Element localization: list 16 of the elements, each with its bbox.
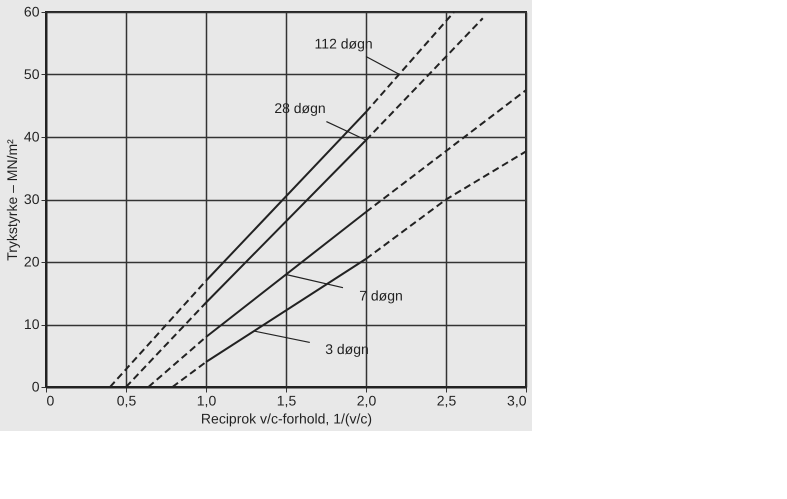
x-tick-label: 0 bbox=[46, 392, 54, 408]
x-tick-label: 2,5 bbox=[436, 392, 456, 408]
x-tick-label: 0,5 bbox=[116, 392, 136, 408]
x-axis-title: Reciprok v/c-forhold, 1/(v/c) bbox=[200, 410, 372, 426]
y-tick-label: 30 bbox=[24, 191, 40, 207]
y-tick-label: 10 bbox=[24, 316, 40, 332]
x-tick-label: 1,5 bbox=[276, 392, 296, 408]
y-tick-label: 0 bbox=[32, 378, 40, 394]
x-tick-label: 2,0 bbox=[356, 392, 376, 408]
y-tick-label: 60 bbox=[24, 4, 40, 20]
y-axis-title: Trykstyrke – MN/m² bbox=[4, 138, 20, 261]
y-tick-label: 40 bbox=[24, 128, 40, 144]
x-tick-label: 1,0 bbox=[196, 392, 216, 408]
x-tick-label: 3,0 bbox=[507, 392, 527, 408]
y-tick-label: 20 bbox=[24, 254, 40, 270]
y-tick-label: 50 bbox=[24, 66, 40, 82]
